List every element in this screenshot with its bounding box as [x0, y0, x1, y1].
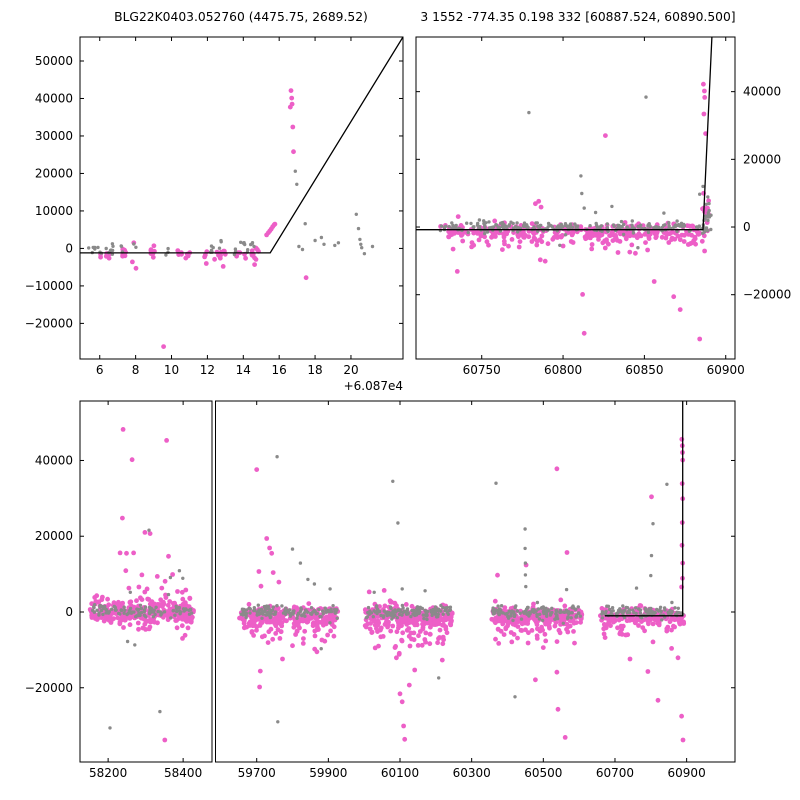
- y-tick-label: 40000: [35, 453, 73, 467]
- model-line-top-left: [80, 37, 403, 254]
- y-tick-label: 0: [743, 220, 751, 234]
- x-tick-label: 60100: [381, 766, 419, 780]
- figure-title-left: BLG22K0403.052760 (4475.75, 2689.52): [114, 10, 368, 24]
- x-tick-label: 60500: [524, 766, 562, 780]
- model-line-top-right: [416, 37, 713, 231]
- x-tick-label: 60300: [453, 766, 491, 780]
- x-tick-label: 18: [307, 363, 322, 377]
- x-tick-label: 12: [200, 363, 215, 377]
- x-tick-label: 60850: [625, 363, 663, 377]
- y-tick-label: −20000: [25, 316, 73, 330]
- x-tick-label: 58400: [164, 766, 202, 780]
- plot-area-bottom-left: [87, 427, 196, 743]
- axes-border-bottom-right: [215, 400, 736, 763]
- scatter-magenta-top-left: [98, 88, 309, 349]
- y-tick-label: 40000: [35, 91, 73, 105]
- plot-area-bottom-right: [237, 401, 687, 743]
- x-tick-label: 60900: [707, 363, 745, 377]
- x-tick-label: 20: [343, 363, 358, 377]
- y-tick-label: 30000: [35, 129, 73, 143]
- y-tick-label: 0: [65, 241, 73, 255]
- scatter-magenta-top-right: [438, 81, 711, 342]
- x-tick-label: 10: [164, 363, 179, 377]
- y-tick-label: −10000: [25, 279, 73, 293]
- y-tick-label: 0: [65, 605, 73, 619]
- x-tick-label: 16: [272, 363, 287, 377]
- x-tick-label: 60800: [544, 363, 582, 377]
- scatter-magenta-bottom-left: [87, 427, 196, 743]
- y-tick-label: 40000: [743, 85, 781, 99]
- scatter-gray-top-left: [87, 169, 375, 257]
- y-tick-label: 20000: [35, 529, 73, 543]
- scatter-gray-bottom-left: [91, 528, 194, 730]
- scatter-magenta-bottom-right: [237, 436, 687, 743]
- x-tick-label: 59900: [309, 766, 347, 780]
- ticks-bottom-right: 59700 59900 60100 60300 60500 60700 60900: [238, 401, 735, 780]
- panel-top-left: 6 8 10 12 14 16 18 20 −20000 −10000 0 10000 20000 300…: [25, 36, 404, 393]
- panel-top-right: 60750 60800 60850 60900 −20000 0 20000 40000: [415, 36, 791, 377]
- y-tick-label: 20000: [35, 166, 73, 180]
- x-tick-label: 60700: [596, 766, 634, 780]
- y-tick-label: −20000: [743, 288, 791, 302]
- figure-title-right: 3 1552 -774.35 0.198 332 [60887.524, 608…: [420, 10, 736, 24]
- axes-border-top-left: [79, 36, 404, 360]
- x-tick-label: 8: [132, 363, 140, 377]
- ticks-bottom-left: 58200 58400 −20000 0 20000 40000: [25, 401, 202, 780]
- y-tick-label: −20000: [25, 681, 73, 695]
- x-tick-label: 59700: [238, 766, 276, 780]
- panel-bottom-left: 58200 58400 −20000 0 20000 40000: [25, 400, 213, 780]
- panel-bottom-right: 59700 59900 60100 60300 60500 60700 60900: [215, 400, 736, 780]
- x-axis-offset-label: +6.087e4: [344, 379, 403, 393]
- ticks-top-left: 6 8 10 12 14 16 18 20 −20000 −10000 0 10000 20000 300…: [25, 37, 403, 393]
- y-tick-label: 20000: [743, 152, 781, 166]
- plot-area-top-right: [416, 37, 713, 342]
- plot-area-top-left: [80, 37, 403, 349]
- model-line-bottom-right: [604, 401, 684, 617]
- y-tick-label: 50000: [35, 54, 73, 68]
- x-tick-label: 60750: [463, 363, 501, 377]
- x-tick-label: 6: [96, 363, 104, 377]
- axes-border-bottom-left: [79, 400, 213, 763]
- ticks-top-right: 60750 60800 60850 60900 −20000 0 20000 40000: [416, 37, 791, 377]
- y-tick-label: 10000: [35, 204, 73, 218]
- x-tick-label: 60900: [668, 766, 706, 780]
- axes-border-top-right: [415, 36, 736, 360]
- x-tick-label: 58200: [89, 766, 127, 780]
- x-tick-label: 14: [236, 363, 251, 377]
- scatter-gray-top-right: [438, 95, 713, 250]
- scatter-gray-bottom-right: [239, 455, 685, 724]
